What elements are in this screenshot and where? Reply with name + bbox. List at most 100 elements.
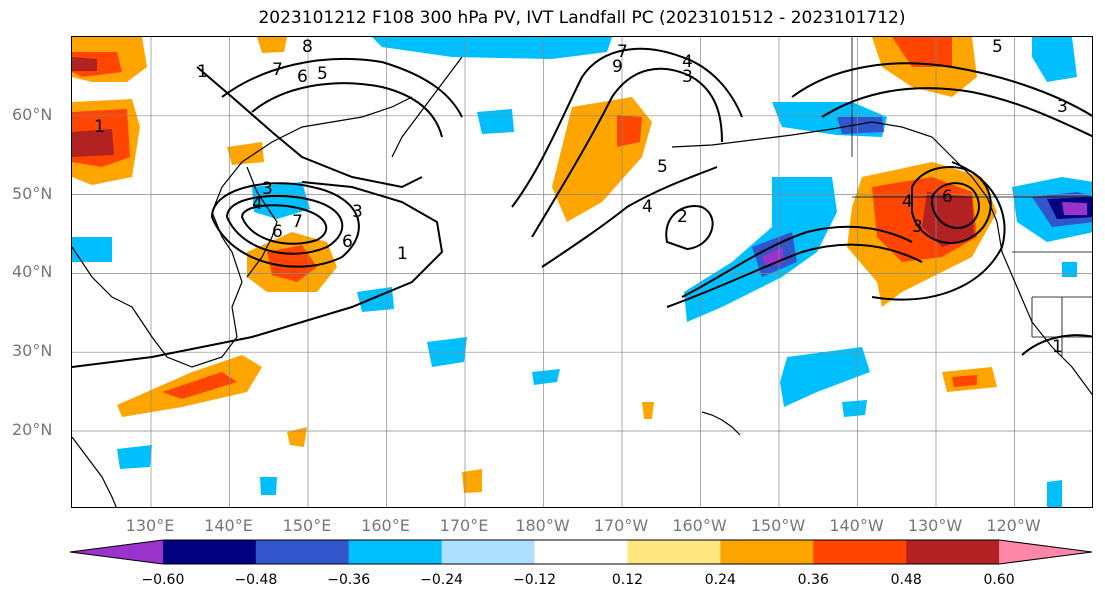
colorbar-segment [441,540,536,564]
contour-value-label: 7 [272,60,283,80]
pv-positive-blob [72,129,114,157]
contour-value-label: 3 [912,217,923,237]
contour-gulf [681,225,913,298]
cutoff-low-ring-2 [225,195,344,255]
longitude-label: 160°E [361,516,410,535]
contour-top-right [821,87,1092,138]
longitude-label: 170°E [439,516,489,535]
pv-positive-blob [267,245,317,282]
longitude-label: 150°E [282,516,332,535]
latitude-label: 40°N [12,262,53,282]
latitude-label: 50°N [12,183,53,203]
japan-coastline [246,166,278,278]
pv-negative-blob [117,445,152,469]
contour-1-asia [72,181,444,368]
pv-negative-blob [260,477,277,495]
contour-value-label: 4 [902,192,913,212]
colorbar-tick-label: −0.24 [420,572,464,588]
philippines-coastline [72,436,117,507]
contour-upper-arc [221,57,463,118]
pv-positive-blob [162,372,237,399]
contour-value-label: 3 [352,202,363,222]
contour-value-label: 4 [682,52,693,72]
contour-ridge [511,47,743,208]
pv-negative-blob [1062,202,1087,215]
pv-negative-blob [837,117,884,134]
cutoff-low-ring-1 [210,182,360,268]
contour-value-label: 7 [617,42,628,62]
map-title: 2023101212 F108 300 hPa PV, IVT Landfall… [258,8,906,28]
pv-negative-blob [252,182,310,219]
colorbar-segment [627,540,721,564]
longitude-label: 140°E [204,516,253,535]
pv-positive-blob [642,402,654,419]
contour-upper-arc [251,82,443,138]
contour-ne-pac-outer [871,161,1006,301]
borders [851,37,1092,357]
longitude-label: 130°W [907,516,963,535]
longitude-label: 130°E [125,516,175,535]
contour-value-label: 5 [992,37,1003,57]
colorbar-segment [255,540,350,564]
contour-value-label: 6 [942,187,953,207]
contour-trough-dateline [541,166,718,268]
pv-negative-blob [780,347,870,407]
pv-negative-blob [372,37,612,59]
contour-ne-pac-low [911,166,992,244]
longitude-label: 120°W [986,516,1041,535]
pv-positive-blob [257,37,287,53]
colorbar-tick-label: 0.48 [890,572,922,588]
colorbar-tick-label: −0.48 [234,572,278,588]
contour-value-label: 1 [397,244,408,264]
pv-positive-blob [892,37,952,67]
colorbar-extend-min [70,540,163,564]
graticule [72,37,1092,507]
colorbar-segment [720,540,814,564]
colorbar [69,539,1093,565]
pv-negative-blob [532,369,560,385]
contour-value-label: 5 [317,64,328,84]
pv-positive-blob [617,115,642,147]
colorbar-tick-label: 0.60 [983,572,1015,588]
contour-low-2 [665,205,714,251]
colorbar-extend-max [999,540,1092,564]
colorbar-tick-label: 0.12 [611,572,644,588]
colorbar-segment [813,540,907,564]
colorbar-tick-label: −0.60 [141,572,185,588]
contour-value-label: 6 [272,222,283,242]
longitude-label: 140°W [829,516,884,535]
latitude-label: 60°N [12,104,53,124]
contour-value-label: 3 [262,179,273,199]
pv-positive-blob [952,375,977,387]
contour-value-label: 2 [677,207,688,227]
contour-value-label: 9 [612,57,623,77]
colorbar-outline [69,539,1093,565]
colorbar-segment [162,540,257,564]
contour-sw-us [1021,334,1092,356]
pv-contours [72,47,1092,368]
contour-gulf [666,243,923,308]
contour-value-label: 1 [94,117,105,137]
contour-value-label: 4 [642,197,653,217]
contour-value-label: 1 [197,62,208,82]
contour-value-label: 3 [682,67,693,87]
pv-negative-blob [1062,262,1077,277]
longitude-label: 150°W [750,516,806,535]
colorbar-tick-label: −0.12 [513,572,556,588]
pv-positive-blob [462,469,482,493]
pv-negative-blob [842,400,867,417]
pv-positive-blob [287,427,307,447]
longitude-label: 160°W [672,516,727,535]
contour-value-label: 6 [297,67,308,87]
hawaii-islands [701,411,741,436]
contour-value-label: 4 [252,194,263,214]
contour-ne-pac-low-2 [930,182,980,229]
aleutians-coastline [671,121,873,148]
pv-positive-blob [72,57,97,71]
longitude-label: 180°W [515,516,570,535]
colorbar-segment [906,540,1000,564]
latitude-label: 30°N [12,341,53,361]
